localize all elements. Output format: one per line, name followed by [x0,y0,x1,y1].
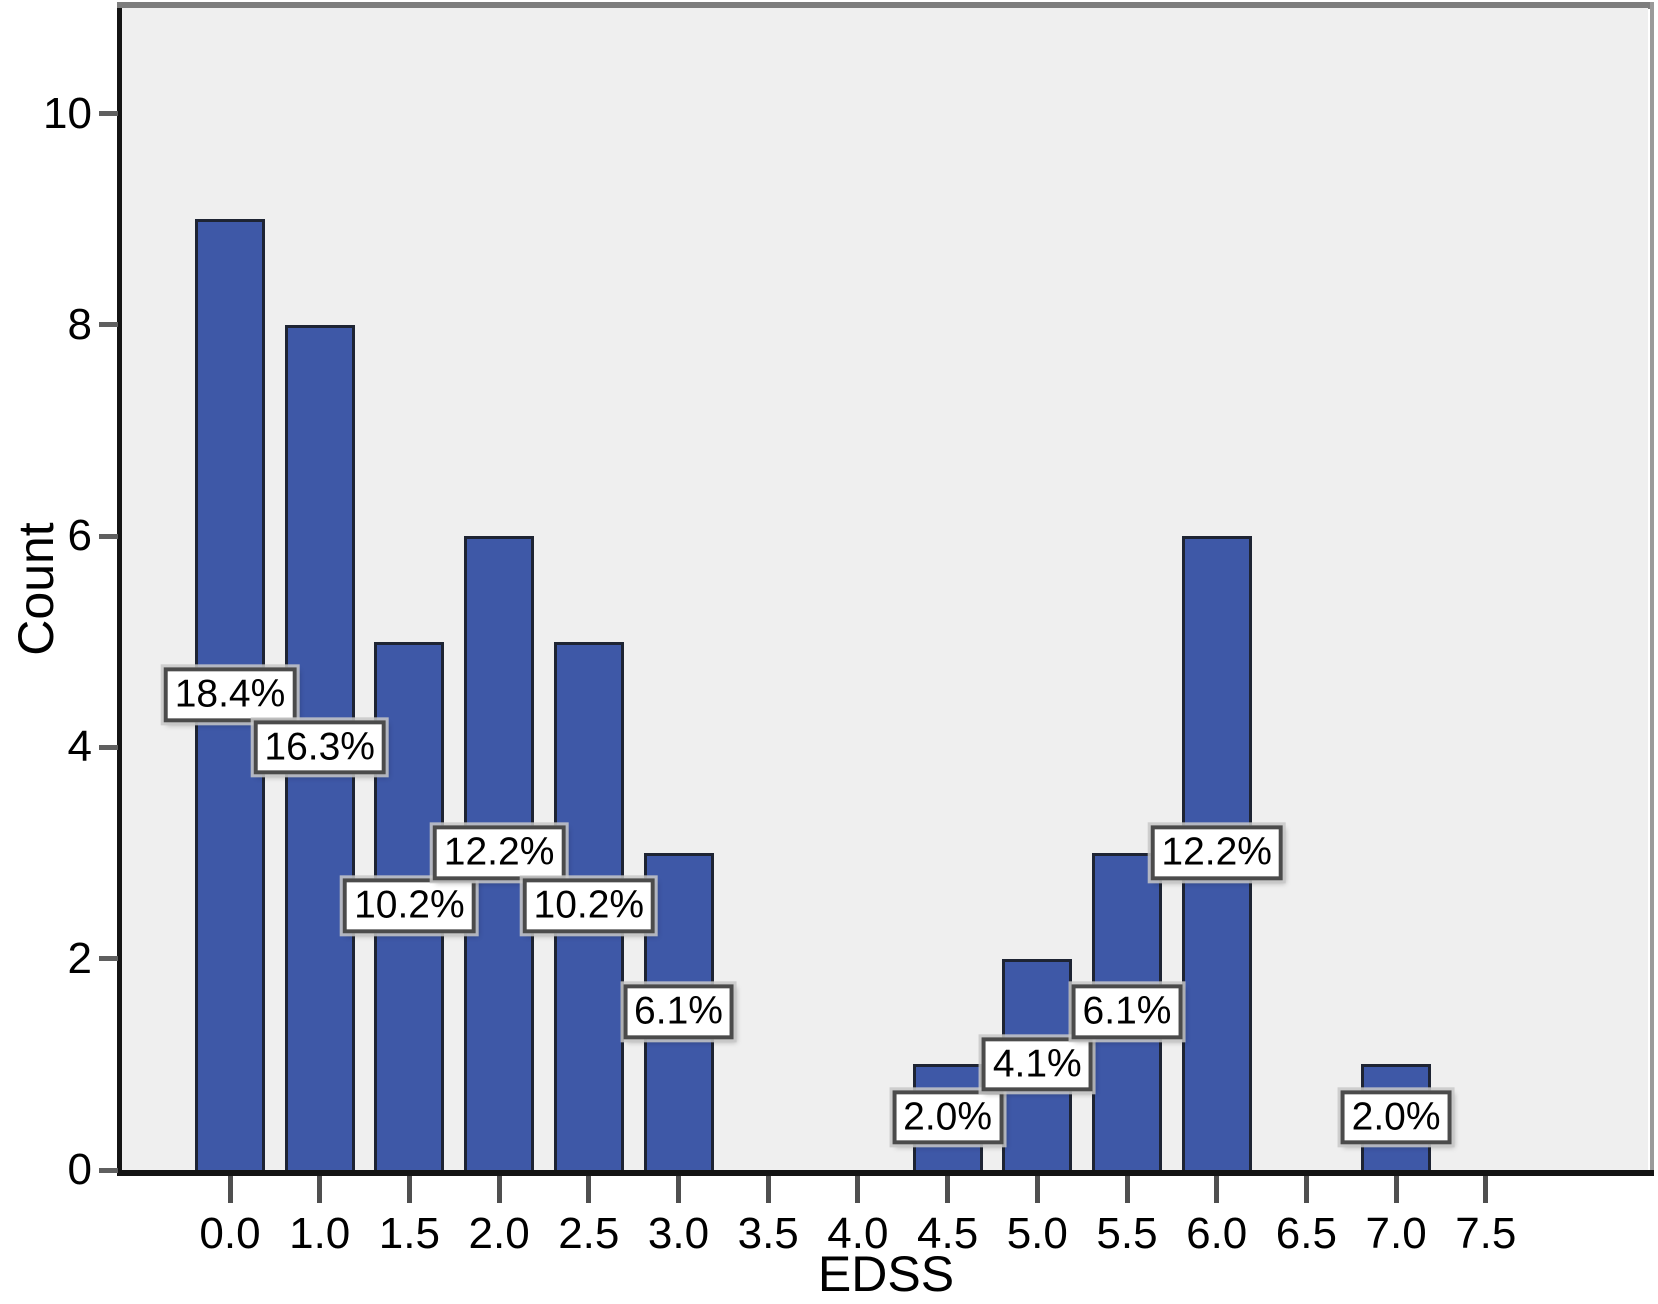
x-tick-label: 3.5 [737,1209,799,1258]
x-axis-title: EDSS [817,1246,955,1302]
y-axis-line [117,8,122,1176]
x-tick-mark [1393,1176,1399,1203]
bar-percent-label: 6.1% [1071,984,1183,1039]
x-tick-mark [1034,1176,1040,1203]
x-tick-mark [406,1176,412,1203]
x-tick-label: 5.0 [1006,1209,1068,1258]
x-tick-label: 2.0 [468,1209,530,1258]
x-tick-label: 7.0 [1365,1209,1427,1258]
bar-percent-label: 6.1% [623,984,734,1039]
y-axis-title: Count [8,522,64,656]
x-tick-mark [945,1176,951,1203]
y-tick-label: 2 [67,933,92,983]
x-tick-label: 5.5 [1096,1209,1158,1258]
bar-percent-label: 2.0% [892,1089,1004,1145]
y-tick-label: 8 [67,299,92,349]
x-tick-mark [1303,1176,1309,1203]
x-tick-mark [496,1176,502,1203]
bar-percent-label: 18.4% [163,667,297,722]
x-tick-mark [1483,1176,1489,1203]
x-tick-label: 1.0 [289,1209,351,1258]
x-tick-label: 4.0 [827,1209,889,1258]
plot-area: 18.4% 16.3% 10.2% 12.2% 10.2% 6.1% 2.0% 4.1% 6.1… [122,8,1648,1170]
x-tick-label: 3.0 [647,1209,710,1258]
y-tick-label: 4 [67,722,92,772]
y-tick-mark [99,322,118,328]
x-tick-label: 0.0 [199,1209,261,1258]
x-tick-mark [1214,1176,1220,1203]
y-tick-label: 6 [67,511,92,561]
y-tick-mark [99,744,118,750]
x-tick-label: 6.5 [1275,1209,1337,1258]
y-tick-label: 10 [43,88,92,138]
x-tick-label: 7.5 [1455,1209,1517,1258]
y-tick-mark [99,533,118,539]
bar-percent-label: 12.2% [1150,825,1283,881]
x-tick-mark [855,1176,861,1203]
x-axis-line [117,1170,1654,1176]
bar-percent-label: 16.3% [253,720,386,775]
x-tick-label: 1.5 [378,1209,440,1258]
plot-frame-top [117,2,1654,9]
x-tick-mark [317,1176,323,1203]
bar-percent-label: 12.2% [432,825,566,881]
x-tick-label: 4.5 [917,1209,979,1258]
bar-percent-label: 10.2% [343,878,476,934]
bar-percent-label: 2.0% [1340,1089,1452,1145]
x-tick-mark [765,1176,771,1203]
y-tick-mark [99,1167,118,1173]
x-tick-label: 6.0 [1186,1209,1248,1258]
y-tick-mark [99,956,118,962]
y-tick-label: 0 [67,1145,92,1194]
x-tick-mark [586,1176,592,1203]
x-tick-mark [676,1176,681,1203]
x-tick-mark [227,1176,233,1203]
bar-percent-label: 4.1% [981,1037,1093,1092]
y-tick-mark [99,111,118,117]
x-tick-label: 2.5 [558,1209,620,1258]
plot-frame-right [1650,2,1654,1176]
bar-percent-label: 10.2% [522,878,656,934]
x-tick-mark [1124,1176,1130,1203]
